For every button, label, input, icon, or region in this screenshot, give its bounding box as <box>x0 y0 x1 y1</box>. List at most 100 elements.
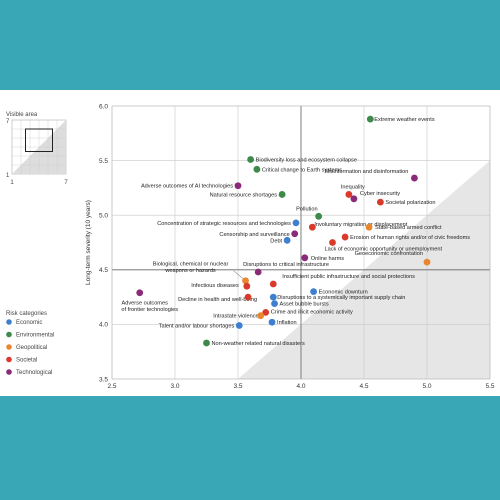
y-tick-label: 4.0 <box>99 322 108 329</box>
point-label: Decline in health and well-being <box>178 297 257 303</box>
data-point <box>262 308 270 316</box>
point-label: Debt <box>270 238 282 244</box>
inset-y-min: 1 <box>6 173 10 179</box>
data-point <box>247 156 255 163</box>
point-label: Non-weather related natural disasters <box>212 341 305 347</box>
data-point <box>253 165 261 173</box>
data-point <box>310 288 317 296</box>
y-tick-label: 4.5 <box>99 267 108 274</box>
legend-item-economic: Economic <box>16 320 42 326</box>
data-point <box>308 223 316 231</box>
data-point <box>423 258 431 266</box>
point-label: Crime and illicit economic activity <box>271 309 353 315</box>
data-point <box>235 322 243 329</box>
point-label: Societal polarization <box>385 200 435 206</box>
point-label: Online harms <box>311 256 344 262</box>
x-tick-label: 5.0 <box>422 383 431 390</box>
data-point <box>244 293 252 301</box>
data-point <box>243 282 251 290</box>
y-tick-label: 5.0 <box>99 213 108 220</box>
data-point <box>269 293 277 301</box>
point-label: Disruptions to a systemically important … <box>277 295 405 301</box>
data-point <box>315 212 323 220</box>
data-point <box>278 191 286 198</box>
y-tick-label: 5.5 <box>99 158 108 165</box>
scatter-chart: Extreme weather events Biodiversity loss … <box>6 103 495 390</box>
inset-x-min: 1 <box>10 180 14 186</box>
data-point <box>329 239 336 246</box>
point-label: Geoeconomic confrontation <box>355 251 423 257</box>
data-point <box>257 312 265 320</box>
data-point <box>411 174 418 182</box>
data-point <box>269 280 277 288</box>
point-label: Censorship and surveillance <box>219 232 289 238</box>
point-label: of frontier technologies <box>121 307 178 313</box>
point-label: Disruptions to critical infrastructure <box>243 262 329 268</box>
visible-area-title: Visible area <box>6 112 38 118</box>
x-tick-label: 3.0 <box>170 383 179 390</box>
inset-visible-box <box>25 128 53 152</box>
point-label: Cyber insecurity <box>360 191 400 197</box>
legend-item-environmental: Environmental <box>16 333 54 339</box>
legend-swatch <box>6 344 12 350</box>
point-label: Inequality <box>341 184 365 190</box>
point-label: Biodiversity loss and ecosystem collapse <box>256 158 357 164</box>
data-point <box>341 233 349 241</box>
y-axis-label: Long-term severity (10 years) <box>85 200 92 285</box>
data-point <box>292 219 300 227</box>
plot-border <box>111 105 491 380</box>
legend-title: Risk categories <box>6 311 47 317</box>
inset-x-max: 7 <box>64 180 68 186</box>
point-label: Adverse outcomes <box>122 301 169 307</box>
point-label: weapons or hazards <box>164 268 216 274</box>
legend-swatch <box>6 319 12 325</box>
point-label: Extreme weather events <box>374 117 435 123</box>
legend-item-geopolitical: Geopolitical <box>16 345 47 351</box>
data-point <box>242 277 249 285</box>
data-point <box>268 318 276 326</box>
legend-swatch <box>6 331 12 338</box>
data-point <box>291 230 299 238</box>
x-tick-label: 3.5 <box>233 383 242 390</box>
point-label: Natural resource shortages <box>210 192 278 198</box>
x-tick-label: 2.5 <box>107 383 116 390</box>
data-point <box>345 191 353 198</box>
point-label: Critical change to Earth systems <box>262 167 342 173</box>
point-label: Concentration of strategic resources and… <box>157 221 291 227</box>
point-label: Pollution <box>296 206 317 212</box>
point-label: Infectious diseases <box>191 283 239 289</box>
point-label: Insufficient public infrastructure and s… <box>282 274 415 280</box>
legend-swatch <box>6 369 12 375</box>
chart-panel: Extreme weather events Biodiversity loss … <box>0 90 500 396</box>
data-point <box>234 182 242 190</box>
data-point <box>365 223 373 231</box>
data-point <box>136 289 144 297</box>
point-label: Misinformation and disinformation <box>325 169 409 175</box>
point-label: Intrastate violence <box>213 314 258 320</box>
legend-swatch <box>6 356 12 363</box>
point-label: Lack of economic opportunity or unemploy… <box>325 247 443 253</box>
legend-item-societal: Societal <box>16 358 37 364</box>
data-point <box>376 198 384 206</box>
data-point <box>366 115 374 123</box>
data-point <box>350 195 358 203</box>
y-tick-label: 6.0 <box>99 103 108 110</box>
x-tick-label: 4.0 <box>296 383 305 390</box>
data-point <box>271 300 278 308</box>
point-label: Adverse outcomes of AI technologies <box>141 184 233 190</box>
data-point <box>301 254 309 262</box>
data-point <box>283 236 291 244</box>
data-point <box>203 339 210 347</box>
inset-y-max: 7 <box>6 119 10 125</box>
point-label: Economic downturn <box>319 290 368 296</box>
x-tick-label: 5.5 <box>485 383 494 390</box>
point-label: Talent and/or labour shortages <box>159 323 235 329</box>
data-point <box>254 268 262 276</box>
x-tick-label: 4.5 <box>359 383 368 390</box>
point-label: Erosion of human rights and/or of civic … <box>350 235 470 241</box>
point-label: Involuntary migration or displacement <box>314 222 407 228</box>
point-label: State-based armed conflict <box>375 225 442 231</box>
legend-item-technological: Technological <box>16 370 52 376</box>
y-tick-label: 3.5 <box>99 376 108 383</box>
point-label: Inflation <box>277 320 297 326</box>
